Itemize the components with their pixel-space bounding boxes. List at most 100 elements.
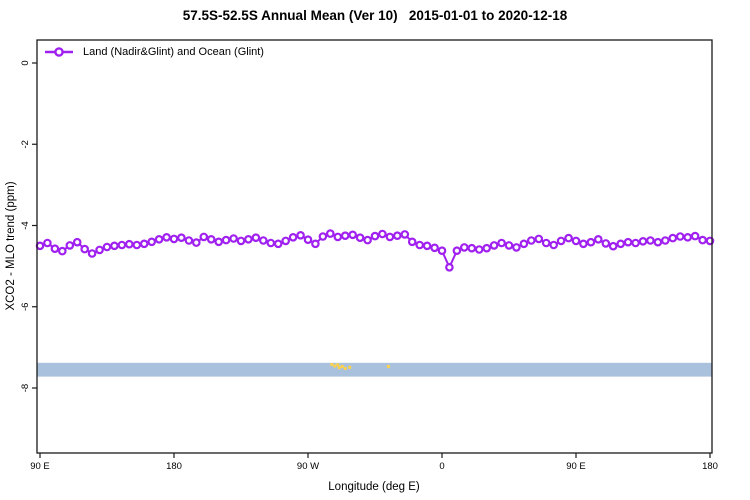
data-point <box>132 240 142 250</box>
data-point <box>608 241 618 251</box>
scatter-mark <box>337 366 341 370</box>
data-point <box>623 237 633 247</box>
data-point <box>303 235 313 245</box>
data-point <box>668 233 678 243</box>
data-point <box>653 237 663 247</box>
data-point <box>363 235 372 245</box>
scatter-mark <box>343 367 347 370</box>
data-point <box>698 235 707 245</box>
data-point <box>467 243 477 253</box>
data-point <box>154 235 164 244</box>
data-point <box>221 235 231 245</box>
data-point <box>497 238 506 248</box>
data-point <box>638 237 648 246</box>
data-point <box>579 239 588 249</box>
data-point <box>273 239 283 249</box>
data-point <box>80 244 90 254</box>
data-point <box>72 237 82 247</box>
scatter-mark <box>336 363 340 367</box>
data-point <box>683 233 693 242</box>
data-point <box>50 244 60 254</box>
data-point <box>229 234 238 243</box>
data-point <box>325 229 335 238</box>
data-point <box>556 236 566 246</box>
y-tick-label: -4 <box>20 221 31 229</box>
data-point <box>385 232 395 242</box>
data-point <box>169 234 179 244</box>
y-axis-ticks: 0 -2 -4 -6 -8 <box>20 60 37 392</box>
data-point <box>355 233 365 243</box>
data-point <box>593 235 603 244</box>
data-point <box>95 245 104 255</box>
data-point <box>422 241 432 251</box>
scatter-mark <box>333 364 337 368</box>
data-point <box>392 231 402 241</box>
data-point <box>370 231 380 241</box>
data-point <box>437 246 447 256</box>
y-axis-label: XCO2 - MLO trend (ppm) <box>5 181 17 310</box>
data-point <box>311 239 320 249</box>
data-point <box>512 243 521 252</box>
data-point <box>534 234 544 244</box>
data-point <box>102 242 112 252</box>
data-point <box>459 243 469 252</box>
data-point <box>35 241 45 251</box>
band-layer <box>37 362 712 377</box>
data-point <box>117 240 127 250</box>
data-point <box>407 237 417 247</box>
data-point <box>340 231 350 241</box>
scatter-mark <box>348 365 352 369</box>
x-tick-label: 90 E <box>30 461 50 472</box>
data-point <box>139 239 149 249</box>
data-point <box>162 233 171 242</box>
scatter-layer <box>330 362 390 370</box>
data-point <box>541 238 551 248</box>
data-point <box>318 232 328 241</box>
data-point <box>526 236 536 245</box>
data-point <box>415 240 425 250</box>
data-point <box>586 237 596 247</box>
x-axis-label: Longitude (deg E) <box>328 481 420 493</box>
scatter-mark <box>340 364 344 368</box>
y-tick-label: 0 <box>20 60 31 65</box>
data-point <box>251 233 261 243</box>
data-point <box>474 245 484 254</box>
chart-title: 57.5S-52.5S Annual Mean (Ver 10) 2015-01… <box>182 8 568 23</box>
data-point <box>631 238 640 248</box>
data-point <box>549 240 559 250</box>
x-axis-ticks: 90 E 180 90 W 0 90 E 180 <box>30 453 718 472</box>
data-point <box>57 246 67 256</box>
data-point <box>281 236 291 246</box>
data-point <box>348 230 358 240</box>
scatter-mark <box>386 364 390 368</box>
data-point <box>504 241 514 250</box>
data-point <box>430 243 439 253</box>
data-point <box>65 241 75 250</box>
data-point <box>571 236 581 246</box>
plot-border <box>36 39 713 454</box>
highlight-band <box>37 362 712 377</box>
data-point <box>489 241 499 250</box>
y-tick-label: -8 <box>20 384 31 392</box>
data-point <box>125 239 134 249</box>
scatter-mark <box>330 362 334 366</box>
series-layer <box>35 229 715 272</box>
legend: Land (Nadir&Glint) and Ocean (Glint) <box>44 46 264 58</box>
data-point <box>400 230 410 239</box>
data-point <box>177 233 186 243</box>
data-point <box>87 249 97 258</box>
data-point <box>206 235 216 244</box>
data-point <box>110 241 119 251</box>
data-point <box>519 239 529 249</box>
data-point <box>564 233 573 243</box>
data-point <box>147 237 157 247</box>
x-tick-label: 0 <box>439 461 444 472</box>
data-point <box>646 236 655 245</box>
data-point <box>601 239 611 248</box>
data-point <box>43 238 52 248</box>
y-tick-label: -2 <box>20 140 31 148</box>
x-tick-label: 180 <box>166 461 182 472</box>
data-point <box>184 236 194 245</box>
